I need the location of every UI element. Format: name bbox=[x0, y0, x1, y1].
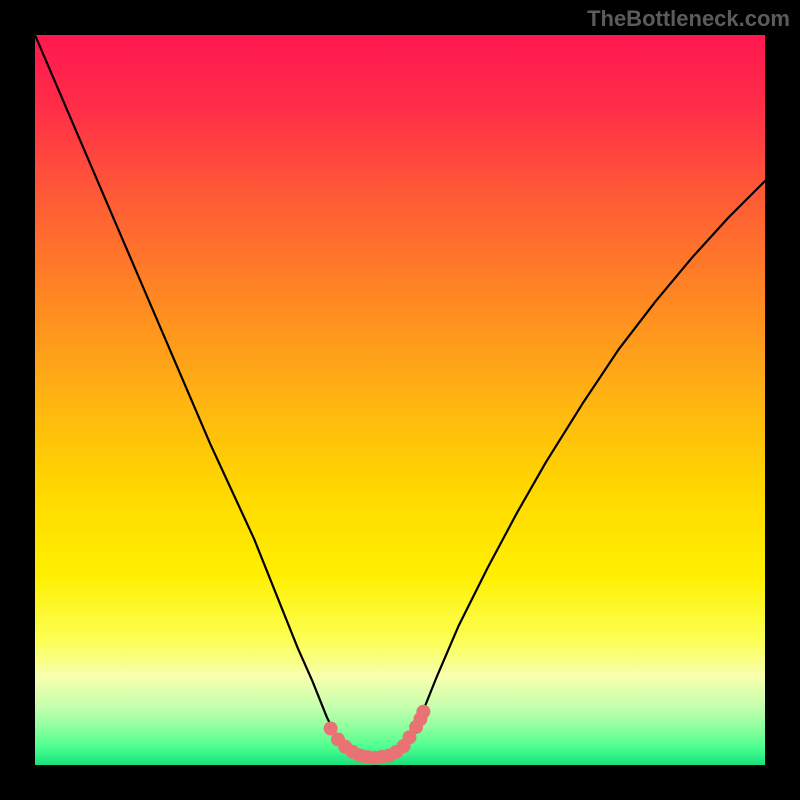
marker-dot bbox=[417, 705, 430, 718]
bottleneck-chart bbox=[35, 35, 765, 765]
gradient-background bbox=[35, 35, 765, 765]
watermark-text: TheBottleneck.com bbox=[587, 6, 790, 32]
chart-frame: TheBottleneck.com bbox=[0, 0, 800, 800]
